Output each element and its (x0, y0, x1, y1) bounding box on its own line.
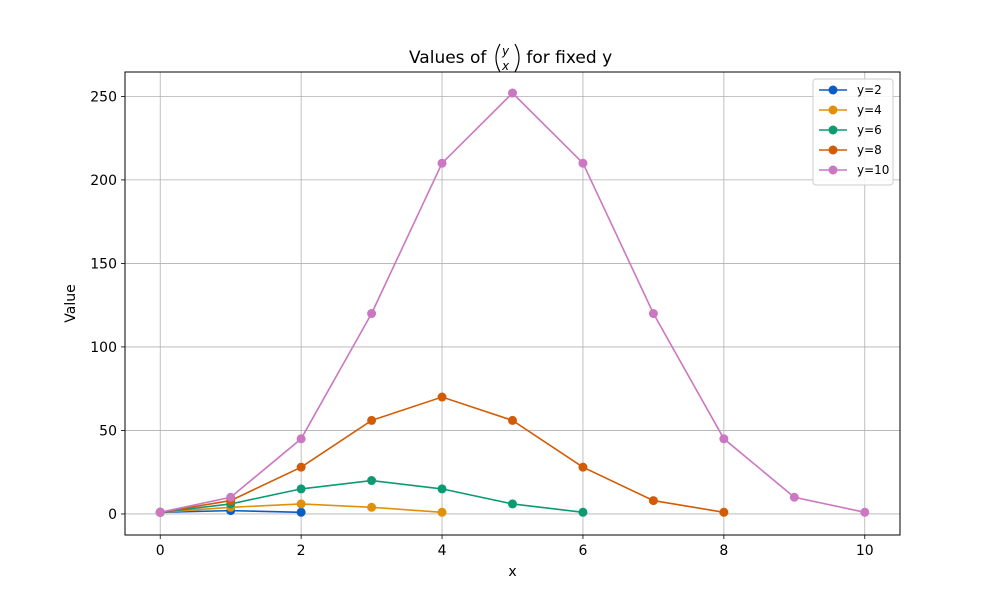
data-point (648, 309, 658, 319)
y-axis-label: Value (63, 284, 79, 322)
y-tick-label: 250 (90, 89, 117, 105)
legend-item: y=6 (819, 123, 882, 137)
legend-item: y=2 (819, 83, 882, 97)
title-left-paren (495, 43, 501, 73)
x-tick-label: 4 (438, 543, 447, 559)
x-tick-label: 6 (578, 543, 587, 559)
chart-title-binom-bottom: x (501, 59, 510, 73)
legend-label: y=6 (857, 123, 882, 137)
legend-label: y=4 (857, 103, 882, 117)
data-point (296, 499, 306, 509)
chart-title-binom-top: y (501, 44, 510, 58)
y-tick-label: 200 (90, 173, 117, 189)
x-tick-label: 2 (297, 543, 306, 559)
legend-swatch-marker (828, 125, 838, 135)
x-tick-label: 10 (856, 543, 874, 559)
chart-title: Values of y x for fixed y (409, 43, 612, 73)
data-point (437, 158, 447, 168)
y-tick-label: 100 (90, 340, 117, 356)
data-point (296, 462, 306, 472)
data-point (578, 462, 588, 472)
y-tick-label: 150 (90, 256, 117, 272)
series-layer (155, 88, 870, 517)
title-right-paren (514, 43, 520, 73)
data-point (508, 88, 517, 98)
data-point (437, 507, 447, 517)
legend-item: y=10 (819, 163, 889, 177)
data-point (155, 507, 165, 517)
chart-title-suffix: for fixed y (521, 48, 612, 68)
legend-label: y=2 (857, 83, 882, 97)
data-point (226, 492, 236, 502)
data-point (437, 484, 447, 494)
data-point (719, 507, 729, 517)
grid-layer (125, 72, 900, 535)
data-point (578, 507, 588, 517)
y-tick-label: 50 (99, 423, 117, 439)
legend-swatch-marker (828, 105, 838, 115)
data-point (578, 158, 588, 168)
plot-area-frame (124, 71, 901, 536)
legend-item: y=4 (819, 103, 882, 117)
legend-item: y=8 (819, 143, 882, 157)
legend-swatch-marker (828, 165, 838, 175)
legend-label: y=10 (857, 163, 889, 177)
data-point (367, 502, 377, 512)
data-point (296, 507, 306, 517)
legend-swatch-marker (828, 145, 838, 155)
series-y=10 (155, 88, 870, 517)
x-tick-label: 8 (719, 543, 728, 559)
data-point (508, 499, 517, 509)
legend-swatch-marker (828, 85, 838, 95)
data-point (296, 434, 306, 444)
data-point (367, 476, 377, 486)
data-point (508, 415, 517, 425)
data-point (719, 434, 729, 444)
data-point (296, 484, 306, 494)
data-point (789, 492, 799, 502)
data-point (648, 496, 658, 506)
legend: y=2 y=4 y=6 y=8 y=10 (812, 78, 894, 186)
data-point (367, 415, 377, 425)
data-point (860, 507, 870, 517)
x-axis-label: x (508, 564, 516, 580)
data-point (437, 392, 447, 402)
legend-label: y=8 (857, 143, 882, 157)
x-tick-label: 0 (156, 543, 165, 559)
y-tick-label: 0 (108, 507, 117, 523)
chart-title-prefix: Values of (409, 48, 492, 68)
data-point (367, 309, 377, 319)
